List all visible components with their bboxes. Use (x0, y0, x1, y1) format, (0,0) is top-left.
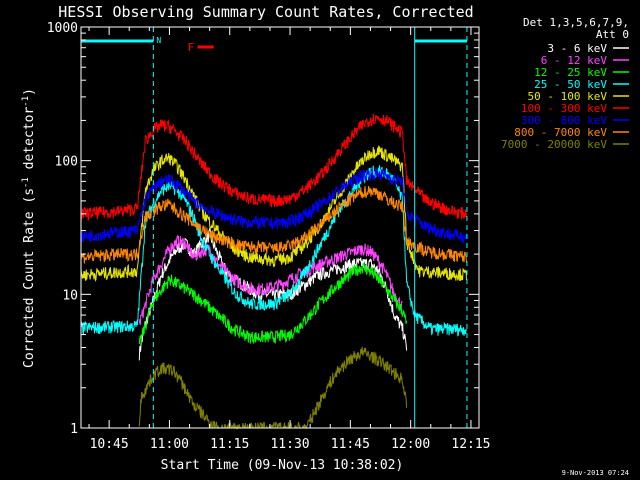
y-tick-label: 1000 (47, 21, 78, 36)
series-line-6-12-kev (138, 234, 403, 326)
series-line-12-25-kev (138, 262, 408, 345)
x-tick-label: 11:00 (150, 437, 189, 452)
legend-subtitle: Att 0 (596, 28, 629, 41)
x-tick-label: 11:45 (331, 437, 370, 452)
night-flag-label: N (156, 36, 161, 45)
x-tick-label: 11:30 (270, 437, 309, 452)
legend-entry-label: 25 - 50 keV (534, 78, 607, 91)
x-axis-label: Start Time (09-Nov-13 10:38:02) (161, 458, 404, 473)
y-tick-label: 1 (70, 422, 78, 437)
x-tick-label: 12:15 (451, 437, 490, 452)
legend-entry-label: 300 - 800 keV (521, 114, 607, 127)
legend-entry-label: 3 - 6 keV (547, 42, 607, 55)
y-axis-label: Corrected Count Rate (s-1 detector-1) (21, 88, 37, 368)
series-line-300-800-kev (80, 167, 467, 244)
x-tick-label: 12:00 (391, 437, 430, 452)
legend-entry-label: 12 - 25 keV (534, 66, 607, 79)
legend-title: Det 1,3,5,6,7,9, (523, 16, 629, 29)
x-tick-label: 11:15 (210, 437, 249, 452)
series-line-100-300-kev (80, 113, 467, 222)
series-line-800-7000-kev (80, 186, 467, 264)
series-line-25-50-kev (80, 165, 467, 337)
flare-flag-label: F (188, 41, 195, 54)
axes-layer: 1 10 100 1000 10:45 11:00 11:15 11:30 11:45 12:00… (47, 21, 491, 452)
legend-entry-label: 7000 - 20000 keV (501, 138, 607, 151)
legend-entry-label: 100 - 300 keV (521, 102, 607, 115)
y-tick-label: 10 (62, 288, 78, 303)
x-tick-label: 10:45 (90, 437, 129, 452)
flags-layer: NF (81, 27, 468, 428)
legend-entry-label: 6 - 12 keV (541, 54, 608, 67)
plot-frame (80, 26, 480, 429)
chart-title: HESSI Observing Summary Count Rates, Cor… (58, 3, 473, 21)
legend-entry-label: 50 - 100 keV (528, 90, 608, 103)
footer-timestamp: 9-Nov-2013 07:24 (562, 469, 629, 477)
y-tick-label: 100 (55, 155, 78, 170)
series-line-50-100-kev (80, 145, 467, 282)
series-layer (80, 113, 467, 430)
legend-entry-label: 800 - 7000 keV (514, 126, 607, 139)
